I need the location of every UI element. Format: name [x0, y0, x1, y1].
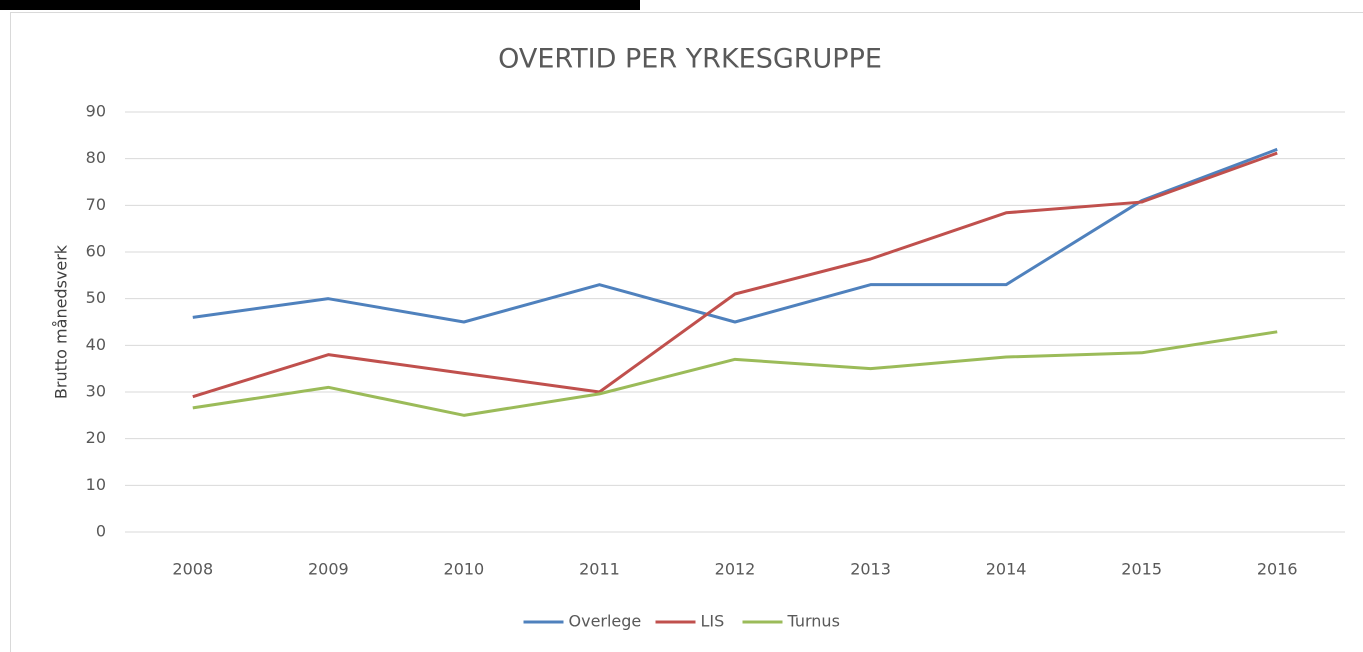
x-tick-label: 2016 — [1257, 560, 1298, 579]
legend-label: Turnus — [787, 612, 840, 631]
legend-label: Overlege — [569, 612, 642, 631]
y-axis-label: Brutto månedsverk — [52, 244, 71, 399]
y-tick-label: 70 — [86, 195, 106, 214]
line-series — [192, 151, 1278, 399]
chart-title: OVERTID PER YRKESGRUPPE — [498, 44, 882, 75]
x-tick-label: 2009 — [308, 560, 349, 579]
y-tick-label: 50 — [86, 288, 106, 307]
y-tick-label: 40 — [86, 335, 106, 354]
x-tick-label: 2015 — [1121, 560, 1162, 579]
x-tick-label: 2010 — [444, 560, 485, 579]
y-tick-label: 90 — [86, 102, 106, 121]
x-tick-label: 2012 — [715, 560, 756, 579]
x-tick-label: 2011 — [579, 560, 620, 579]
x-tick-label: 2013 — [850, 560, 891, 579]
y-tick-label: 80 — [86, 148, 106, 167]
legend-label: LIS — [701, 612, 725, 631]
chart-border — [10, 12, 1363, 652]
x-tick-label: 2008 — [172, 560, 213, 579]
top-bar — [0, 0, 640, 10]
line-series — [192, 147, 1278, 324]
y-tick-label: 30 — [86, 382, 106, 401]
y-tick-label: 10 — [86, 475, 106, 494]
y-tick-label: 60 — [86, 242, 106, 261]
x-tick-label: 2014 — [986, 560, 1027, 579]
line-series — [192, 330, 1278, 417]
y-tick-label: 20 — [86, 428, 106, 447]
y-tick-label: 0 — [96, 522, 106, 541]
